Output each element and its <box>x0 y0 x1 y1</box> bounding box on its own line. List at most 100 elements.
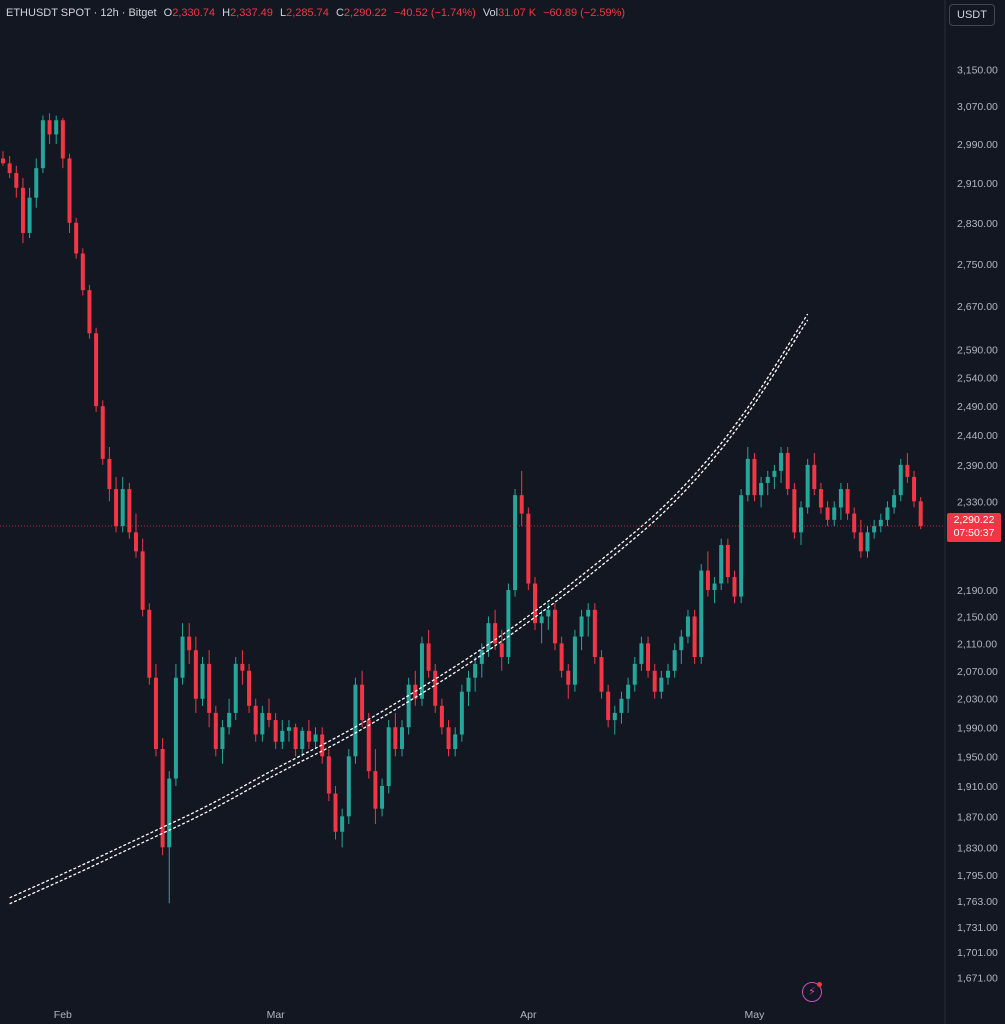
candle[interactable] <box>752 452 757 502</box>
candle[interactable] <box>60 117 65 169</box>
candle[interactable] <box>340 808 345 848</box>
candle[interactable] <box>838 482 843 520</box>
candle[interactable] <box>725 538 730 584</box>
candle[interactable] <box>20 177 25 244</box>
candle[interactable] <box>918 496 923 530</box>
candle[interactable] <box>54 115 59 144</box>
candle[interactable] <box>506 583 511 664</box>
candle[interactable] <box>260 705 265 742</box>
candle[interactable] <box>160 738 165 856</box>
candle[interactable] <box>167 771 172 904</box>
candle[interactable] <box>1 151 5 166</box>
candle[interactable] <box>912 470 917 508</box>
candle[interactable] <box>134 513 138 558</box>
candle[interactable] <box>672 643 677 678</box>
candle[interactable] <box>559 636 564 678</box>
candle[interactable] <box>852 507 857 539</box>
candle[interactable] <box>313 727 318 750</box>
candle[interactable] <box>705 551 710 597</box>
candle[interactable] <box>147 603 152 685</box>
candle[interactable] <box>579 609 584 651</box>
candle[interactable] <box>732 570 737 604</box>
candle[interactable] <box>586 603 591 637</box>
candle[interactable] <box>386 720 391 794</box>
candle[interactable] <box>193 636 198 713</box>
candle[interactable] <box>353 677 358 764</box>
candle[interactable] <box>7 156 12 178</box>
candle[interactable] <box>572 629 577 692</box>
candle[interactable] <box>413 670 418 706</box>
candle[interactable] <box>466 670 471 706</box>
candle[interactable] <box>439 698 444 735</box>
candle[interactable] <box>719 538 724 591</box>
candle[interactable] <box>818 482 823 514</box>
candle[interactable] <box>539 609 544 644</box>
candle[interactable] <box>566 663 571 699</box>
candle[interactable] <box>380 778 385 817</box>
candle[interactable] <box>513 489 518 597</box>
candle[interactable] <box>685 609 690 644</box>
candle[interactable] <box>40 115 45 174</box>
candle[interactable] <box>639 636 644 671</box>
candle[interactable] <box>659 670 664 699</box>
candle[interactable] <box>606 684 611 728</box>
candle[interactable] <box>612 705 617 735</box>
candle[interactable] <box>34 158 39 208</box>
candle[interactable] <box>739 489 744 604</box>
candle[interactable] <box>632 657 637 692</box>
price-axis[interactable]: 3,150.00 3,070.00 2,990.00 2,910.00 2,830.00… <box>944 0 1005 1024</box>
candle[interactable] <box>47 113 52 144</box>
candle[interactable] <box>453 727 458 757</box>
candle[interactable] <box>446 720 451 757</box>
candle[interactable] <box>619 691 624 724</box>
candle[interactable] <box>812 452 817 496</box>
candle[interactable] <box>300 727 305 757</box>
candle[interactable] <box>759 476 764 508</box>
candle[interactable] <box>27 187 32 239</box>
candle[interactable] <box>599 650 604 699</box>
candle[interactable] <box>207 650 212 728</box>
candle[interactable] <box>692 609 697 664</box>
symbol-title[interactable]: ETHUSDT SPOT · 12h · Bitget <box>6 7 157 19</box>
time-axis[interactable]: Feb Mar Apr May <box>54 1009 765 1021</box>
candle[interactable] <box>825 501 830 527</box>
candle[interactable] <box>67 153 72 233</box>
candle[interactable] <box>712 577 717 604</box>
candle[interactable] <box>173 663 178 787</box>
candle[interactable] <box>333 786 338 840</box>
candle[interactable] <box>745 446 750 502</box>
candle[interactable] <box>233 657 238 721</box>
candle[interactable] <box>153 663 158 757</box>
candle[interactable] <box>885 501 890 527</box>
candle[interactable] <box>533 577 537 630</box>
candle[interactable] <box>426 629 431 678</box>
candle[interactable] <box>499 629 504 671</box>
candle[interactable] <box>406 677 411 735</box>
candle[interactable] <box>433 663 438 713</box>
candle[interactable] <box>419 636 424 706</box>
candle[interactable] <box>94 327 99 412</box>
candle[interactable] <box>14 165 19 198</box>
candle[interactable] <box>805 458 810 514</box>
candle[interactable] <box>699 564 704 664</box>
candle[interactable] <box>898 458 903 502</box>
lightning-bolt-icon[interactable]: ⚡ <box>802 982 822 1002</box>
candle[interactable] <box>240 650 245 685</box>
candle[interactable] <box>227 698 232 735</box>
candle[interactable] <box>865 526 870 558</box>
candle[interactable] <box>107 446 112 502</box>
candle[interactable] <box>652 663 657 699</box>
candle[interactable] <box>100 400 105 465</box>
candle[interactable] <box>552 603 557 651</box>
candle[interactable] <box>200 657 205 706</box>
candle[interactable] <box>267 698 271 728</box>
candle[interactable] <box>74 217 79 259</box>
candle[interactable] <box>493 609 498 651</box>
candle[interactable] <box>479 643 484 678</box>
candle[interactable] <box>253 698 258 742</box>
candle[interactable] <box>120 476 125 533</box>
candle[interactable] <box>858 519 863 558</box>
candle[interactable] <box>326 749 331 802</box>
candle[interactable] <box>180 623 185 685</box>
